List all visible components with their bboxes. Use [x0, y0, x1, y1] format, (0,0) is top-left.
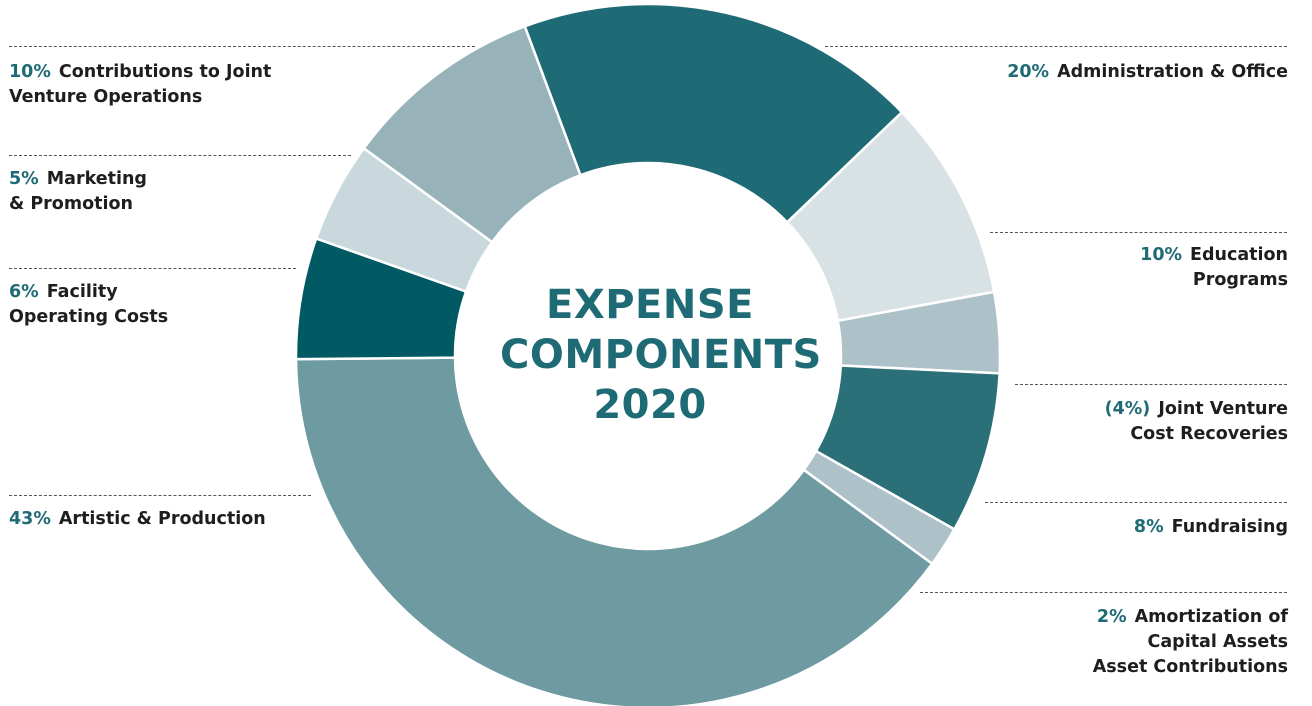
donut-slice-6: [294, 356, 934, 706]
slice-name-contributions-1: Contributions to Joint: [58, 62, 272, 82]
slice-name-facility-2: Operating Costs: [9, 307, 169, 327]
leader-line-administration: [825, 46, 1287, 47]
slice-pct-artistic: 43%: [9, 509, 51, 529]
chart-title: EXPENSE COMPONENTS 2020: [500, 280, 822, 430]
leader-line-artistic: [9, 495, 311, 496]
slice-name-amortization-2: Capital Assets: [1147, 632, 1288, 652]
slice-name-facility-1: Facility: [46, 282, 118, 302]
leader-line-facility: [9, 268, 296, 269]
slice-pct-education: 10%: [1140, 245, 1183, 265]
slice-name-artistic: Artistic & Production: [58, 509, 266, 529]
leader-line-amortization: [920, 592, 1287, 593]
slice-name-marketing-1: Marketing: [46, 169, 147, 189]
slice-name-fundraising: Fundraising: [1171, 517, 1288, 537]
slice-pct-fundraising: 8%: [1133, 517, 1164, 537]
legend-label-marketing: 5% Marketing & Promotion: [9, 167, 147, 217]
slice-name-education-2: Programs: [1192, 270, 1288, 290]
slice-name-joint-venture-recoveries-1: Joint Venture: [1158, 399, 1288, 419]
slice-name-amortization-3: Asset Contributions: [1092, 657, 1288, 677]
slice-pct-joint-venture-recoveries: (4%): [1104, 399, 1151, 419]
slice-name-education-1: Education: [1190, 245, 1288, 265]
legend-label-education: 10% Education Programs: [1140, 243, 1288, 293]
legend-label-facility: 6% Facility Operating Costs: [9, 280, 168, 330]
slice-name-marketing-2: & Promotion: [9, 194, 133, 214]
slice-pct-contributions: 10%: [9, 62, 51, 82]
legend-label-administration: 20% Administration & Office: [1007, 60, 1288, 85]
donut-slice-1: [523, 2, 904, 225]
slice-pct-administration: 20%: [1007, 62, 1050, 82]
donut-slice-9: [362, 24, 583, 244]
slice-name-contributions-2: Venture Operations: [9, 87, 203, 107]
legend-label-contributions: 10% Contributions to Joint Venture Operat…: [9, 60, 271, 110]
leader-line-contributions: [9, 46, 475, 47]
slice-name-administration: Administration & Office: [1057, 62, 1288, 82]
legend-label-joint-venture-recoveries: (4%) Joint Venture Cost Recoveries: [1105, 397, 1288, 447]
chart-title-line-1: EXPENSE: [546, 282, 754, 328]
leader-line-marketing: [9, 155, 351, 156]
chart-title-line-3: 2020: [593, 382, 707, 428]
slice-name-joint-venture-recoveries-2: Cost Recoveries: [1130, 424, 1288, 444]
legend-label-fundraising: 8% Fundraising: [1134, 515, 1288, 540]
slice-pct-facility: 6%: [9, 282, 39, 302]
slice-pct-amortization: 2%: [1096, 607, 1127, 627]
legend-label-artistic: 43% Artistic & Production: [9, 507, 266, 532]
slice-pct-marketing: 5%: [9, 169, 39, 189]
leader-line-joint-venture-recoveries: [1015, 384, 1287, 385]
legend-label-amortization: 2% Amortization of Capital Assets Asset C…: [1093, 605, 1288, 680]
chart-title-line-2: COMPONENTS: [500, 332, 822, 378]
leader-line-education: [990, 232, 1287, 233]
leader-line-fundraising: [985, 502, 1287, 503]
slice-name-amortization-1: Amortization of: [1134, 607, 1288, 627]
